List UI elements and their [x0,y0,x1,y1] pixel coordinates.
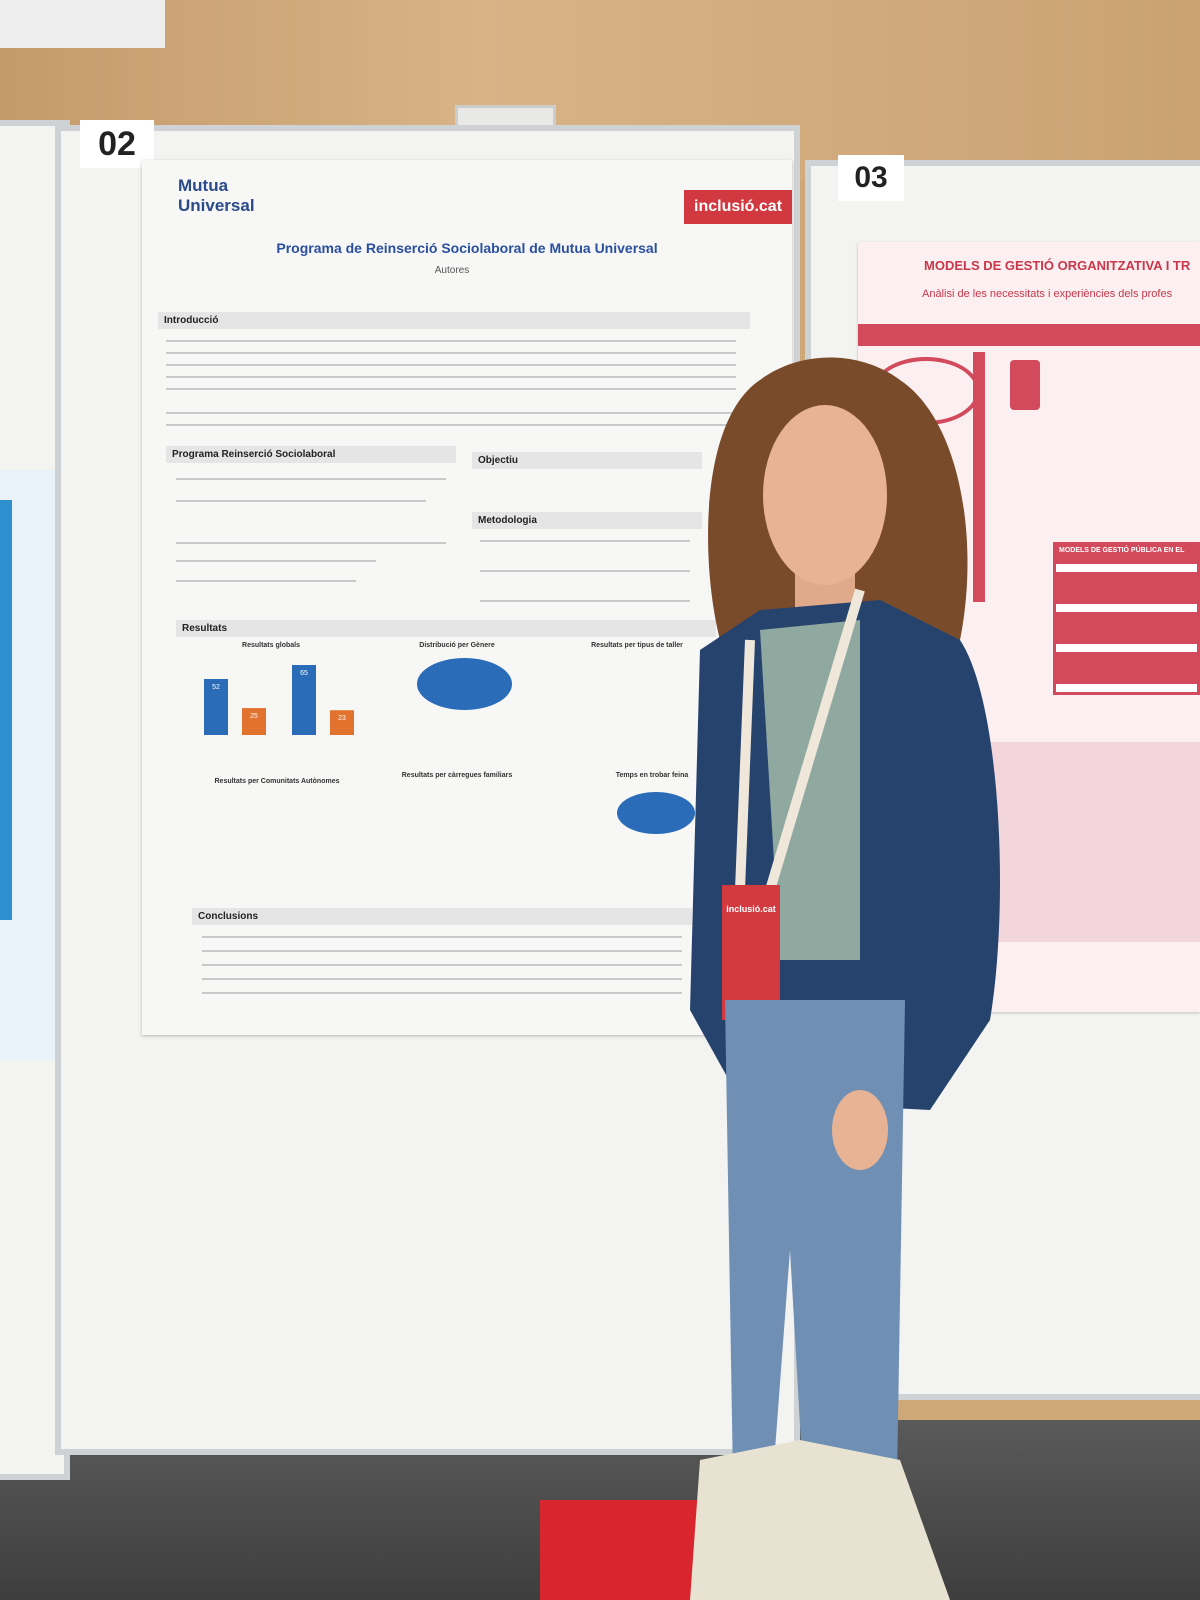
pie [417,658,512,710]
text-line [202,950,682,952]
poster-far-left-stripe [0,500,12,920]
badge: inclusió.cat [684,190,793,224]
section-heading: Introducció [158,312,750,329]
text-line [202,978,682,980]
section-heading: Metodologia [472,512,702,529]
text-line [480,600,690,602]
chart-title: Resultats per càrregues familiars [401,772,513,779]
text-line [166,412,736,414]
lanyard [735,588,865,892]
face [763,405,887,585]
text-line [176,580,356,582]
text-line [166,424,736,426]
blouse [760,620,860,960]
poster: Mutua Universal inclusió.cat Programa de… [142,160,793,1035]
text-line [166,376,736,378]
logo: Mutua Universal [178,176,255,215]
flow-diagram [968,742,1200,942]
bar [292,665,316,735]
bar-label: 65 [300,670,308,677]
chart-title: Resultats globals [242,642,300,649]
pie [617,792,695,834]
text-line [202,964,682,966]
board-number: 03 [838,155,904,201]
poster-title: MODELS DE GESTIÓ ORGANITZATIVA I TR [924,258,1191,273]
text-line [176,500,426,502]
chart-title: Distribució per Gènere [419,642,495,649]
bar-label: 25 [250,713,258,720]
bar-label: 52 [212,684,220,691]
box-title: MODELS DE GESTIÓ PÚBLICA EN EL [1053,542,1200,560]
bar [330,710,354,735]
poster-title: Programa de Reinserció Sociolaboral de M… [276,240,658,256]
text-line [202,936,682,938]
banner [858,324,1200,346]
section-heading: Programa Reinserció Sociolaboral [166,446,456,463]
chart-title: Resultats per Comunitats Autònomes [214,778,340,785]
section-heading: Conclusions [192,908,692,925]
text-line [176,560,376,562]
bar-label: 23 [338,715,346,722]
text-line [480,540,690,542]
section-heading: Objectiu [472,452,702,469]
text-line [166,340,736,342]
tote-bag [690,1440,950,1600]
text-line [202,992,682,994]
text-line [166,364,736,366]
ceiling-edge [0,0,165,48]
poster-subtitle: Anàlisi de les necessitats i experièncie… [922,288,1173,300]
icon-phone [1010,360,1040,410]
text-line [166,352,736,354]
text-line [480,570,690,572]
text-line [176,542,446,544]
text-line [166,388,736,390]
diagram-bar [973,352,985,602]
chart-title: Temps en trobar feina [615,772,689,779]
bar [204,679,228,735]
bar [242,708,266,735]
text-line [176,478,446,480]
chart-title: Resultats per tipus de taller [591,642,683,649]
box-grid [1053,560,1200,695]
hand [832,1090,888,1170]
section-heading: Resultats [176,620,716,637]
mini-chart: 52 25 65 23 [204,665,354,735]
name-badge [722,885,780,1020]
board-number: 02 [80,120,154,168]
badge-text: inclusió.cat [726,904,776,914]
authors-heading: Autores [434,265,470,276]
